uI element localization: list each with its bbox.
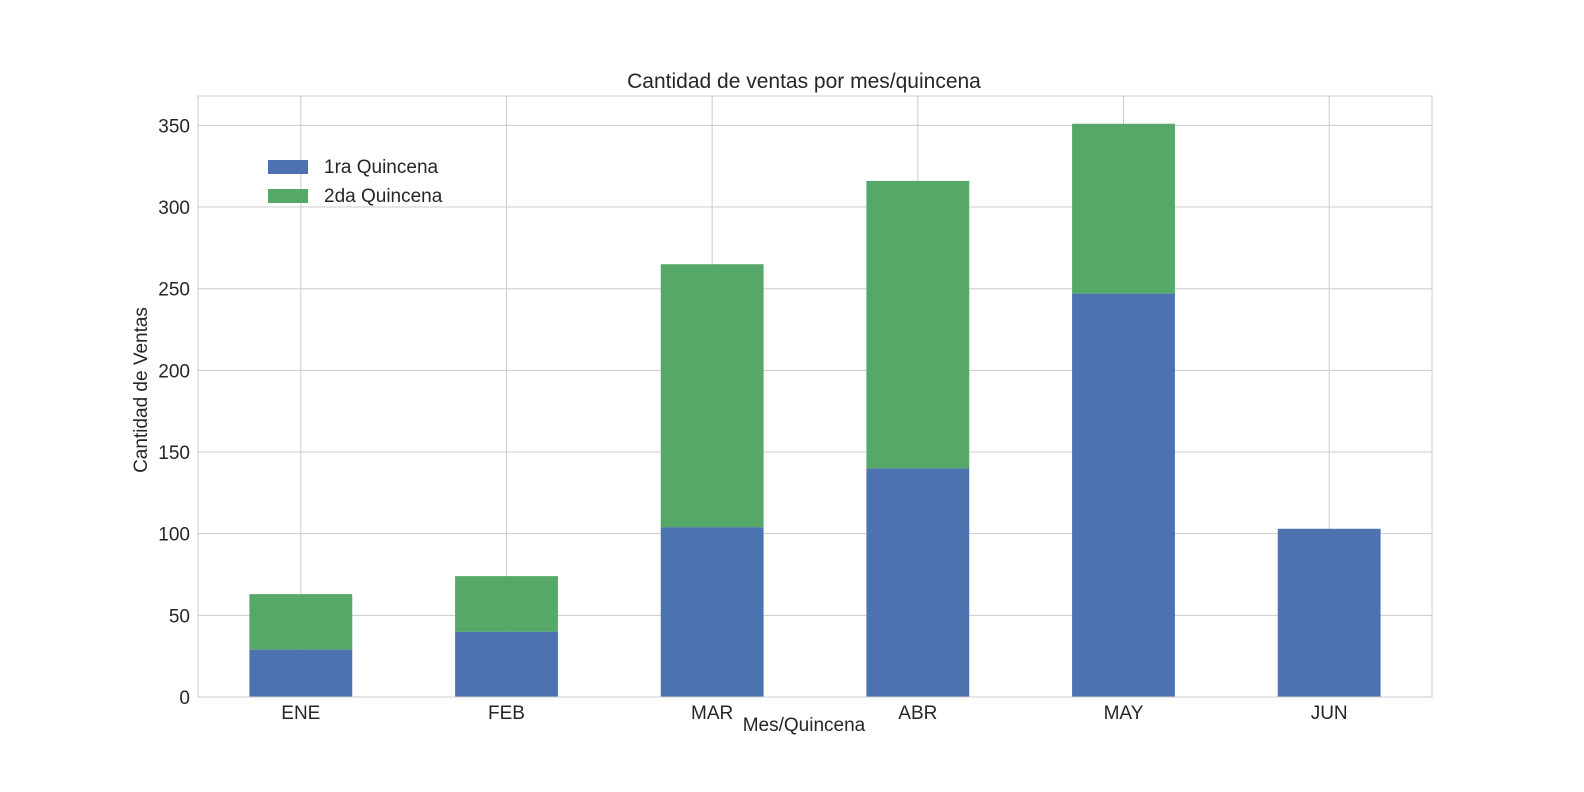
bar-series-1-feb	[455, 631, 558, 697]
bar-series-2-ene	[249, 594, 353, 650]
bar-series-1-mar	[660, 527, 764, 697]
bars	[249, 123, 1381, 697]
y-tick-label: 50	[169, 606, 190, 627]
x-tick-label: MAY	[1104, 703, 1144, 724]
chart-title: Cantidad de ventas por mes/quincena	[627, 70, 981, 93]
bar-series-2-may	[1072, 123, 1175, 294]
y-tick-label: 100	[158, 525, 190, 546]
x-tick-labels: ENE FEB MAR ABR MAY JUN	[281, 703, 1347, 724]
y-tick-label: 150	[158, 443, 190, 464]
y-tick-label: 250	[158, 280, 190, 301]
bar-series-2-abr	[866, 180, 970, 469]
legend: 1ra Quincena 2da Quincena	[268, 157, 443, 207]
x-tick-label: JUN	[1311, 703, 1348, 724]
y-tick-label: 350	[158, 116, 190, 137]
x-tick-label: ABR	[898, 703, 937, 724]
legend-label-series-1: 1ra Quincena	[324, 157, 439, 178]
bar-series-1-jun	[1277, 528, 1381, 697]
legend-swatch-series-2	[268, 189, 308, 203]
y-tick-labels: 0 50 100 150 200 250 300 350	[158, 116, 190, 709]
y-tick-label: 200	[158, 361, 190, 382]
bar-series-1-ene	[249, 649, 353, 697]
bar-series-1-abr	[866, 468, 970, 697]
y-tick-label: 300	[158, 198, 190, 219]
bar-series-1-may	[1072, 293, 1175, 697]
x-tick-label: ENE	[281, 703, 320, 724]
y-axis-label: Cantidad de Ventas	[131, 307, 152, 473]
legend-swatch-series-1	[268, 160, 308, 174]
y-tick-label: 0	[179, 688, 190, 709]
legend-label-series-2: 2da Quincena	[324, 186, 443, 207]
x-tick-label: MAR	[691, 703, 733, 724]
x-axis-label: Mes/Quincena	[743, 715, 866, 736]
bar-series-2-mar	[660, 264, 764, 528]
plot-frame	[197, 95, 1433, 698]
bar-series-2-feb	[455, 576, 558, 632]
x-tick-label: FEB	[488, 703, 525, 724]
